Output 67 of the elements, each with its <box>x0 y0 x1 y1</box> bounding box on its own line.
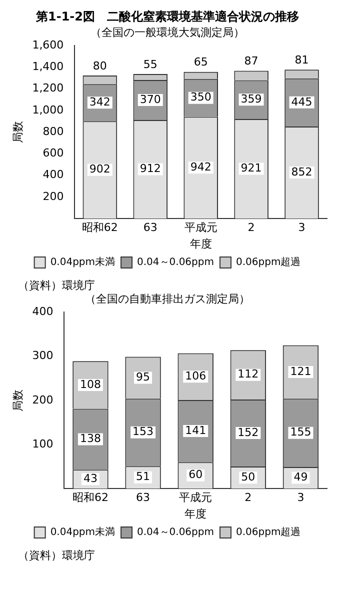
data-label: 153 <box>132 425 154 438</box>
data-label: 55 <box>143 58 158 71</box>
data-label: 141 <box>185 424 206 437</box>
y-tick-label: 300 <box>32 349 54 362</box>
x-axis-title: 年度 <box>190 237 212 250</box>
y-tick-label: 1,600 <box>32 38 64 52</box>
text: （資料）環境庁 <box>18 278 96 293</box>
y-tick-label: 800 <box>42 124 64 138</box>
x-tick-label: 63 <box>136 491 150 504</box>
y-tick-label: 1,400 <box>32 60 64 74</box>
data-label: 112 <box>238 368 259 381</box>
chart-subtitle: （全国の一般環境大気測定局） <box>90 26 244 39</box>
data-label: 445 <box>291 95 312 108</box>
data-label: 342 <box>89 95 110 108</box>
y-axis-title: 局数 <box>11 121 24 144</box>
y-tick-label: 1,200 <box>32 82 64 95</box>
data-label: 138 <box>80 432 101 446</box>
y-tick-label: 400 <box>42 168 64 182</box>
x-tick-label: 平成元 <box>179 491 212 504</box>
data-label: 65 <box>194 56 208 69</box>
chart-subtitle: （全国の自動車排出ガス測定局） <box>85 292 250 306</box>
data-label: 87 <box>244 54 258 68</box>
x-tick-label: 63 <box>143 221 158 234</box>
data-label: 902 <box>89 162 110 176</box>
text: （資料）環境庁 <box>18 548 96 563</box>
legend-label: 0.06ppm超過 <box>236 256 301 268</box>
data-label: 359 <box>240 92 262 106</box>
data-label: 49 <box>294 470 308 484</box>
data-label: 60 <box>188 468 203 482</box>
y-axis-title: 局数 <box>11 389 24 412</box>
legend-label: 0.04ppm未満 <box>50 526 116 538</box>
x-tick-label: 3 <box>298 221 306 234</box>
data-label: 108 <box>80 378 101 391</box>
legend-label: 0.04～0.06ppm <box>137 257 214 268</box>
data-label: 370 <box>140 92 161 106</box>
data-label: 51 <box>136 470 150 484</box>
y-tick-label: 100 <box>32 437 54 450</box>
data-label: 81 <box>294 53 309 66</box>
y-tick-label: 1,000 <box>32 103 64 116</box>
y-tick-label: 600 <box>42 146 64 160</box>
data-label: 155 <box>290 426 312 439</box>
data-label: 942 <box>190 160 212 174</box>
x-tick-label: 昭和62 <box>72 491 108 504</box>
data-label: 921 <box>240 162 262 175</box>
x-tick-label: 2 <box>248 221 255 234</box>
y-tick-label: 200 <box>42 190 64 203</box>
data-label: 852 <box>291 165 312 178</box>
x-tick-label: 平成元 <box>184 221 218 234</box>
data-label: 106 <box>185 369 206 382</box>
data-label: 95 <box>136 370 150 384</box>
data-label: 43 <box>83 472 98 485</box>
legend-label: 0.04ppm未満 <box>50 256 116 268</box>
data-label: 912 <box>140 162 161 176</box>
data-label: 152 <box>238 426 259 439</box>
chart-title: 第1-1-2図 二酸化窒素環境基準適合状況の推移 <box>34 9 300 24</box>
y-tick-label: 200 <box>32 393 54 406</box>
x-tick-label: 3 <box>297 491 304 504</box>
data-label: 350 <box>190 90 212 104</box>
data-label: 50 <box>241 470 256 484</box>
x-tick-label: 2 <box>244 491 252 504</box>
legend-label: 0.04～0.06ppm <box>137 527 214 538</box>
y-tick-label: 400 <box>32 305 54 318</box>
data-label: 121 <box>290 364 312 378</box>
x-tick-label: 昭和62 <box>82 221 118 234</box>
data-label: 80 <box>92 59 107 72</box>
legend-label: 0.06ppm超過 <box>236 526 301 538</box>
x-axis-title: 年度 <box>184 507 207 520</box>
